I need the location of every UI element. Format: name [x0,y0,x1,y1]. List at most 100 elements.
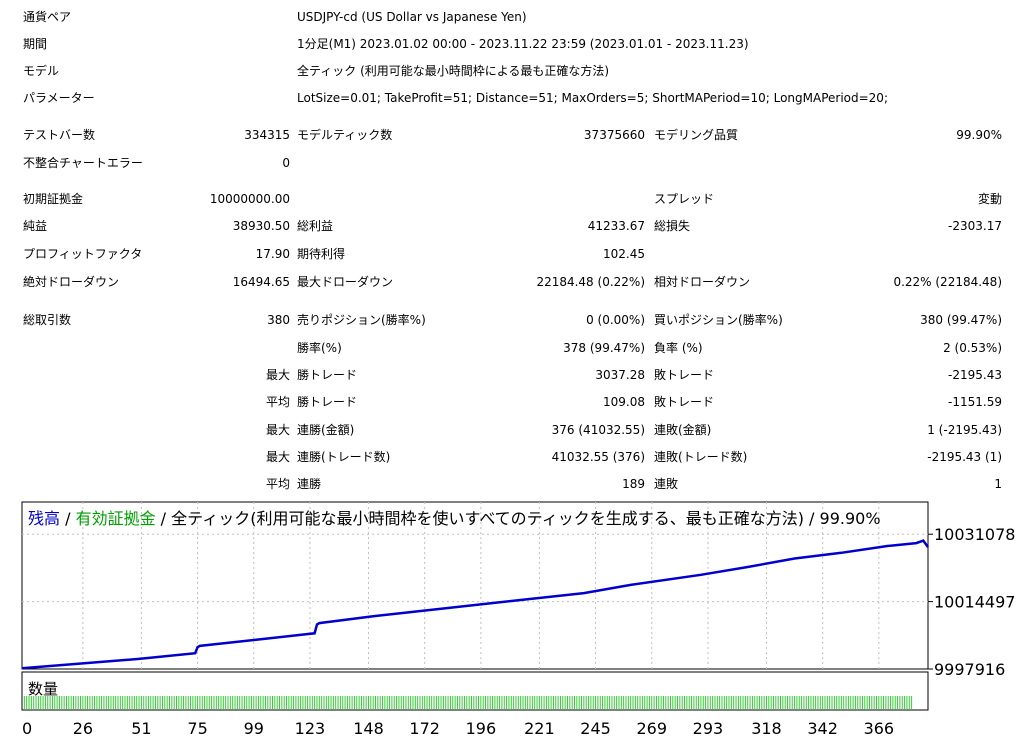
max-win-label: 勝トレード [297,368,358,382]
cons-wins-count-value: 41032.55 (376) [551,450,645,464]
net-value: 38930.50 [232,219,290,233]
balance-line [21,539,930,670]
y-tick-label: 10014497 [934,593,1015,612]
cons-losses-count-value: -2195.43 (1) [927,450,1002,464]
x-tick-label: 196 [466,719,497,738]
x-tick-label: 318 [751,719,782,738]
symbol-value: USDJPY-cd (US Dollar vs Japanese Yen) [297,10,527,24]
x-tick-label: 0 [22,719,32,738]
rel-dd-value: 0.22% (22184.48) [893,275,1002,289]
spread-label: スプレッド [654,192,715,206]
spread-value: 変動 [977,192,1002,206]
x-tick-label: 75 [187,719,207,738]
max-win-value: 3037.28 [595,368,645,382]
abs-dd-label: 絶対ドローダウン [23,275,120,289]
x-tick-label: 366 [864,719,895,738]
avg-cons-wins-value: 189 [622,477,645,491]
gross-profit-label: 総利益 [297,219,334,233]
y-tick-label: 9997916 [934,660,1005,679]
expected-value: 102.45 [603,247,645,261]
expected-label: 期待利得 [297,247,346,261]
x-axis: 0 26 51 75 99 123 148 172 196 221 245 269 293 318 342 3… [22,719,894,738]
loss-rate-value: 2 (0.53%) [943,341,1002,355]
symbol-label: 通貨ペア [23,10,72,24]
grid [22,502,928,669]
max-dd-label: 最大ドローダウン [297,275,394,289]
max-prefix-3: 最大 [265,450,290,464]
title-sep-1: / [60,509,76,528]
x-tick-label: 342 [807,719,838,738]
win-rate-value: 378 (99.47%) [563,341,645,355]
title-rest: / 全ティック(利用可能な最小時間枠を使いすべてのティックを生成する、最も正確な… [156,509,881,528]
ticks-label: モデルティック数 [297,128,393,142]
long-label: 買いポジション(勝率%) [654,313,783,327]
volume-frame [21,671,929,711]
chart-title: 残高 / 有効証拠金 / 全ティック(利用可能な最小時間枠を使いすべてのティック… [28,509,881,528]
long-value: 380 (99.47%) [920,313,1002,327]
x-tick-label: 172 [409,719,440,738]
short-label: 売りポジション(勝率%) [297,313,426,327]
avg-cons-losses-label: 連敗 [654,477,679,491]
title-balance: 残高 [28,509,60,528]
x-tick-label: 245 [580,719,611,738]
cons-wins-amount-value: 376 (41032.55) [551,423,645,437]
short-value: 0 (0.00%) [586,313,645,327]
abs-dd-value: 16494.65 [232,275,290,289]
ticks-value: 37375660 [583,128,645,142]
gross-loss-value: -2303.17 [948,219,1002,233]
x-tick-label: 51 [131,719,151,738]
volume-label: 数量 [28,680,58,698]
avg-cons-wins-label: 連勝 [297,477,322,491]
net-label: 純益 [23,219,48,233]
volume-bars [23,696,913,709]
x-tick-label: 269 [636,719,667,738]
pf-value: 17.90 [255,247,290,261]
period-value: 1分足(M1) 2023.01.02 00:00 - 2023.11.22 23… [297,37,749,51]
errors-value: 0 [282,156,290,170]
deposit-value: 10000000.00 [209,192,290,206]
errors-label: 不整合チャートエラー [23,156,143,170]
cons-wins-amount-label: 連勝(金額) [297,423,355,437]
bars-value: 334315 [244,128,290,142]
loss-rate-label: 負率 (%) [654,341,703,355]
x-tick-label: 99 [244,719,264,738]
params-value: LotSize=0.01; TakeProfit=51; Distance=51… [297,91,888,105]
title-equity: 有効証拠金 [76,509,156,528]
x-tick-label: 148 [353,719,384,738]
trades-value: 380 [267,313,290,327]
cons-losses-amount-label: 連敗(金額) [654,423,712,437]
x-tick-label: 123 [295,719,326,738]
cons-losses-count-label: 連敗(トレード数) [654,450,748,464]
avg-cons-losses-value: 1 [994,477,1002,491]
rel-dd-label: 相対ドローダウン [654,275,751,289]
pf-label: プロフィットファクタ [23,247,143,261]
max-dd-value: 22184.48 (0.22%) [536,275,645,289]
avg-prefix-2: 平均 [265,477,290,491]
balance-chart: 残高 / 有効証拠金 / 全ティック(利用可能な最小時間枠を使いすべてのティック… [0,495,1024,742]
max-loss-value: -2195.43 [948,368,1002,382]
period-label: 期間 [23,37,48,51]
max-prefix-2: 最大 [265,423,290,437]
params-label: パラメーター [23,91,95,105]
avg-loss-label: 敗トレード [654,395,715,409]
model-value: 全ティック (利用可能な最小時間枠による最も正確な方法) [297,64,610,78]
quality-value: 99.90% [956,128,1002,142]
cons-losses-amount-value: 1 (-2195.43) [927,423,1002,437]
win-rate-label: 勝率(%) [297,341,342,355]
avg-prefix: 平均 [265,395,290,409]
x-tick-label: 26 [73,719,93,738]
y-tick-label: 10031078 [934,525,1015,544]
cons-wins-count-label: 連勝(トレード数) [297,450,391,464]
avg-win-label: 勝トレード [297,395,358,409]
plot-frame [21,501,929,670]
quality-label: モデリング品質 [654,128,739,142]
gross-profit-value: 41233.67 [587,219,645,233]
y-axis: 10031078 10014497 9997916 [928,525,1015,679]
max-prefix: 最大 [265,368,290,382]
bars-label: テストバー数 [23,128,96,142]
avg-win-value: 109.08 [603,395,645,409]
x-tick-label: 293 [693,719,724,738]
report-panel: 通貨ペア USDJPY-cd (US Dollar vs Japanese Ye… [23,10,1002,491]
trades-label: 総取引数 [23,313,72,327]
max-loss-label: 敗トレード [654,368,715,382]
